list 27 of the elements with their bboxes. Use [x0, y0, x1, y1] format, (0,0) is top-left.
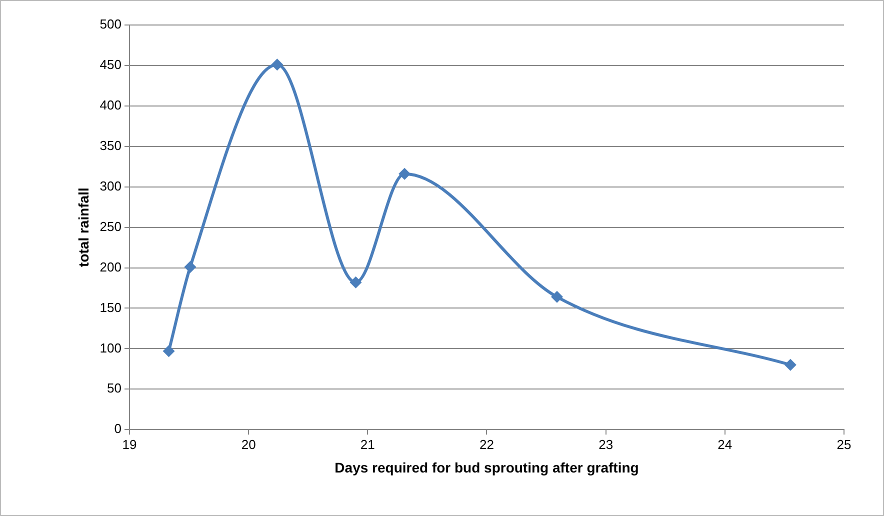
y-tick-label: 100 — [100, 340, 122, 356]
y-tick-label: 50 — [107, 380, 122, 396]
point — [398, 168, 411, 180]
y-tick-label: 500 — [100, 16, 122, 32]
x-tick-label: 24 — [718, 436, 732, 452]
point — [184, 260, 196, 273]
y-tick-label: 300 — [100, 178, 122, 194]
y-tick-label: 400 — [100, 98, 122, 112]
y-tick-label: 350 — [100, 138, 122, 153]
x-tick-label: 20 — [241, 436, 256, 452]
point — [551, 290, 564, 303]
x-tick-label: 25 — [836, 436, 852, 452]
y-tick-label: 200 — [100, 259, 122, 274]
y-tick-label: 150 — [100, 300, 122, 315]
y-tick-label: 0 — [114, 421, 122, 436]
point — [271, 58, 284, 71]
x-axis-title: Days required for bud sprouting after grafting — [334, 459, 639, 476]
y-tick-label: 250 — [100, 218, 122, 234]
x-tick-label: 19 — [122, 436, 137, 452]
x-tick-label: 21 — [360, 436, 375, 452]
x-tick-label: 23 — [598, 436, 614, 452]
x-tick-label: 22 — [480, 436, 494, 452]
y-tick-label: 450 — [100, 57, 122, 72]
point — [350, 276, 362, 288]
point — [784, 358, 796, 371]
point — [162, 345, 175, 358]
y-axis-title: total rainfall — [75, 188, 92, 267]
